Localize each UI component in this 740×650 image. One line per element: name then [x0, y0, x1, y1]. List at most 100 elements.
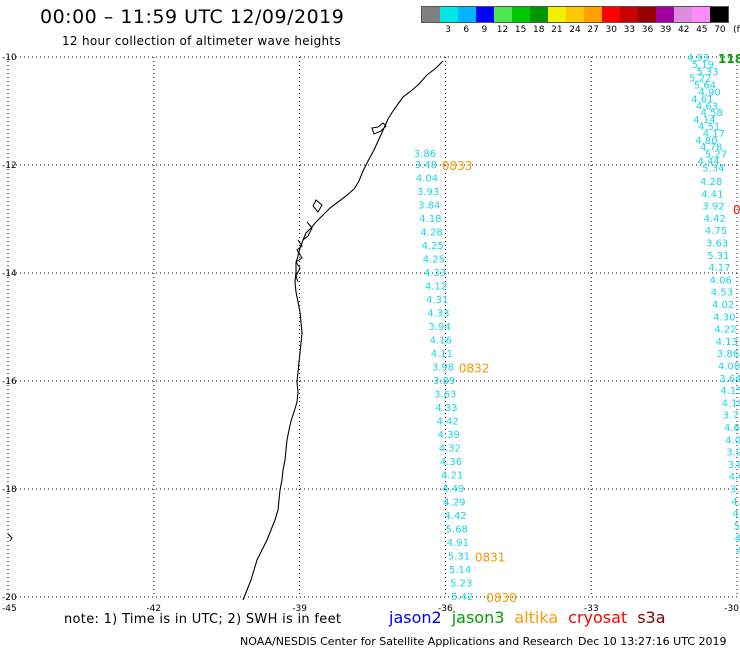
- east-wave-height-label: 4.17: [703, 129, 725, 140]
- scale-value-label: 18: [533, 25, 545, 35]
- lat-tick-label: -14: [2, 269, 17, 279]
- scale-value-label: 3: [445, 25, 452, 35]
- coastline-inlet: [371, 122, 387, 135]
- scale-value-label: 45: [696, 25, 708, 35]
- east-wave-height-label: 5.19: [692, 60, 714, 71]
- east-wave-height-label: 3.63: [706, 239, 728, 250]
- east-wave-height-label: 4.00: [718, 362, 740, 373]
- scale-swatch: [422, 7, 440, 22]
- wave-height-label: 4.32: [439, 444, 461, 455]
- scale-swatch: [656, 7, 674, 22]
- east-wave-height-label: 5.64: [694, 81, 716, 92]
- track-east-wave-heights: 4.935.195.335.225.644.904.614.634.584.14…: [687, 52, 740, 557]
- scale-value-label: 9: [481, 25, 488, 35]
- east-wave-height-label: 5.: [734, 521, 740, 532]
- east-wave-height-label: 5.33: [696, 67, 718, 78]
- wave-height-label: 4.39: [438, 430, 460, 441]
- wave-height-label: 3.93: [417, 187, 439, 198]
- scale-value-label: 12: [496, 25, 509, 35]
- wave-height-label: 4.25: [423, 255, 445, 266]
- lon-tick-label: -45: [2, 604, 17, 614]
- wave-height-label: 4.33: [427, 309, 449, 320]
- time-label: 0833: [442, 159, 473, 173]
- wave-height-label: 4.33: [424, 268, 446, 279]
- scale-swatch: [494, 7, 512, 22]
- scale-swatch: [674, 7, 692, 22]
- scale-value-label: 70: [714, 25, 726, 35]
- east-wave-height-label: 4.90: [699, 88, 721, 99]
- east-wave-height-label: 4.93: [687, 53, 709, 64]
- mission-label-jason2: jason2: [389, 608, 442, 627]
- east-wave-height-label: 4.: [731, 497, 740, 508]
- scale-value-label: 33: [623, 25, 636, 35]
- wave-height-label: 4.04: [416, 174, 438, 185]
- east-wave-height-label: 4.42: [704, 214, 726, 225]
- east-wave-height-label: 3.4: [730, 485, 740, 496]
- coastline: [242, 60, 444, 601]
- wave-height-label: 4.25: [422, 241, 444, 252]
- scale-value-label: 39: [659, 25, 672, 35]
- track-main-wave-heights: 3.863.48 4.04 3.93 3.84 4.18 4.28 4.25 4.25 4.33…: [414, 149, 474, 603]
- coastline-point: [7, 533, 13, 542]
- east-wave-height-label: 4.30: [713, 312, 735, 323]
- wave-height-label: 4.18: [419, 214, 441, 225]
- scale-value-label: 21: [551, 25, 563, 35]
- lon-tick-label: -30: [724, 604, 739, 614]
- wave-height-label: 4.36: [440, 457, 462, 468]
- credit-line: NOAA/NESDIS Center for Satellite Applica…: [240, 635, 574, 648]
- lat-tick-label: -10: [2, 53, 17, 63]
- east-wave-height-label: 4.: [735, 534, 740, 545]
- wave-height-label: 5.14: [449, 565, 471, 576]
- east-wave-height-label: 3.71: [723, 411, 740, 422]
- wave-height-label: 3.89: [433, 376, 455, 387]
- wave-height-label: 3.94: [428, 322, 450, 333]
- east-wave-height-label: 4.02: [712, 300, 734, 311]
- scale-swatch: [548, 7, 566, 22]
- axis-tick-labels: -45 -42 -39 -36 -33 -30 -10 -12 -14 -16 -18 -20: [2, 53, 739, 614]
- coastline-islands: [295, 239, 303, 283]
- east-wave-height-label: 4.41: [701, 189, 723, 200]
- east-wave-height-label: 4.63: [696, 101, 718, 112]
- satellite-mission-legend: jason2 jason3 altika cryosat s3a: [389, 608, 676, 627]
- east-wave-height-label: 4.78: [700, 143, 722, 154]
- scale-swatch: [566, 7, 584, 22]
- wave-height-label: 4.49: [442, 484, 464, 495]
- page-title: 00:00 – 11:59 UTC 12/09/2019: [40, 6, 345, 28]
- wave-height-label: 3.86: [414, 149, 436, 160]
- wave-height-label: 4.12: [425, 282, 447, 293]
- east-wave-height-label: 4.58: [701, 108, 723, 119]
- time-label: 0831: [475, 551, 506, 565]
- wave-height-label: 3.48: [415, 160, 437, 171]
- wave-height-label: 5.42: [451, 592, 473, 603]
- east-wave-height-label: 4.: [736, 546, 740, 557]
- east-wave-height-label: 4.01: [725, 435, 740, 446]
- lon-tick-label: -36: [438, 604, 453, 614]
- east-wave-height-label: 4.51: [698, 122, 720, 133]
- scale-value-label: 15: [514, 25, 527, 35]
- wave-height-label: 5.31: [448, 552, 470, 563]
- east-wave-height-label: 4.28: [700, 177, 722, 188]
- generation-time: Dec 10 13:27:16 UTC 2019: [578, 635, 727, 648]
- east-wave-height-label: 3.92: [702, 202, 724, 213]
- east-wave-height-label: 4.17: [708, 263, 730, 274]
- scale-swatch: [476, 7, 494, 22]
- scale-value-label: 24: [569, 25, 581, 35]
- lon-tick-label: -39: [292, 604, 307, 614]
- wave-height-label: 4.91: [447, 538, 469, 549]
- wave-height-label: 4.33: [435, 403, 457, 414]
- scale-swatch: [530, 7, 548, 22]
- track-main-time-labels: 0833 0832 0831 0830: [442, 159, 517, 605]
- wave-height-label: 4.42: [436, 417, 458, 428]
- wave-height-label: 4.29: [443, 498, 465, 509]
- east-wave-height-label: 3.86: [717, 349, 739, 360]
- scale-unit-label: (ft): [733, 25, 740, 35]
- east-wave-height-label: 4.22: [714, 325, 736, 336]
- east-wave-height-label: 4.80: [695, 136, 717, 147]
- mission-label-cryosat: cryosat: [568, 608, 628, 627]
- wave-height-label: 4.16: [430, 336, 452, 347]
- scale-swatch: [584, 7, 602, 22]
- lat-tick-label: -12: [2, 161, 17, 171]
